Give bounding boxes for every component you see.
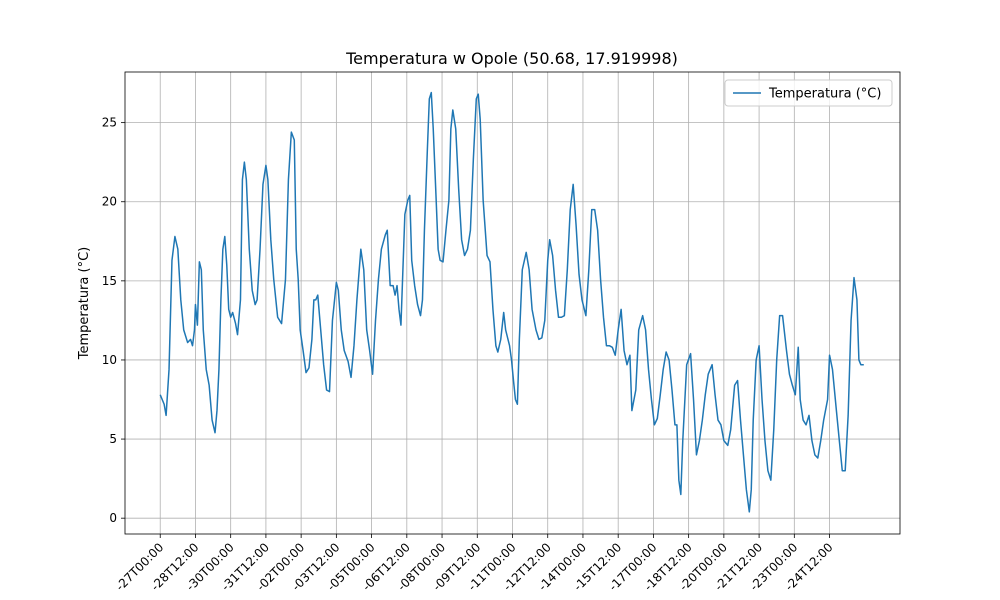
y-tick-label: 10 <box>102 353 117 367</box>
data-line <box>159 91 864 513</box>
legend-box <box>724 79 893 107</box>
axes-frame <box>124 71 901 535</box>
y-axis-label: Temperatura (°C) <box>77 247 92 360</box>
chart-title: Temperatura w Opole (50.68, 17.919998) <box>345 49 678 68</box>
legend-label: Temperatura (°C) <box>768 87 881 102</box>
y-tick-label: 5 <box>109 432 117 446</box>
y-tick-label: 25 <box>102 116 117 130</box>
y-tick-label: 0 <box>109 511 117 525</box>
y-tick-label: 15 <box>102 274 117 288</box>
y-tick-label: 20 <box>102 195 117 209</box>
